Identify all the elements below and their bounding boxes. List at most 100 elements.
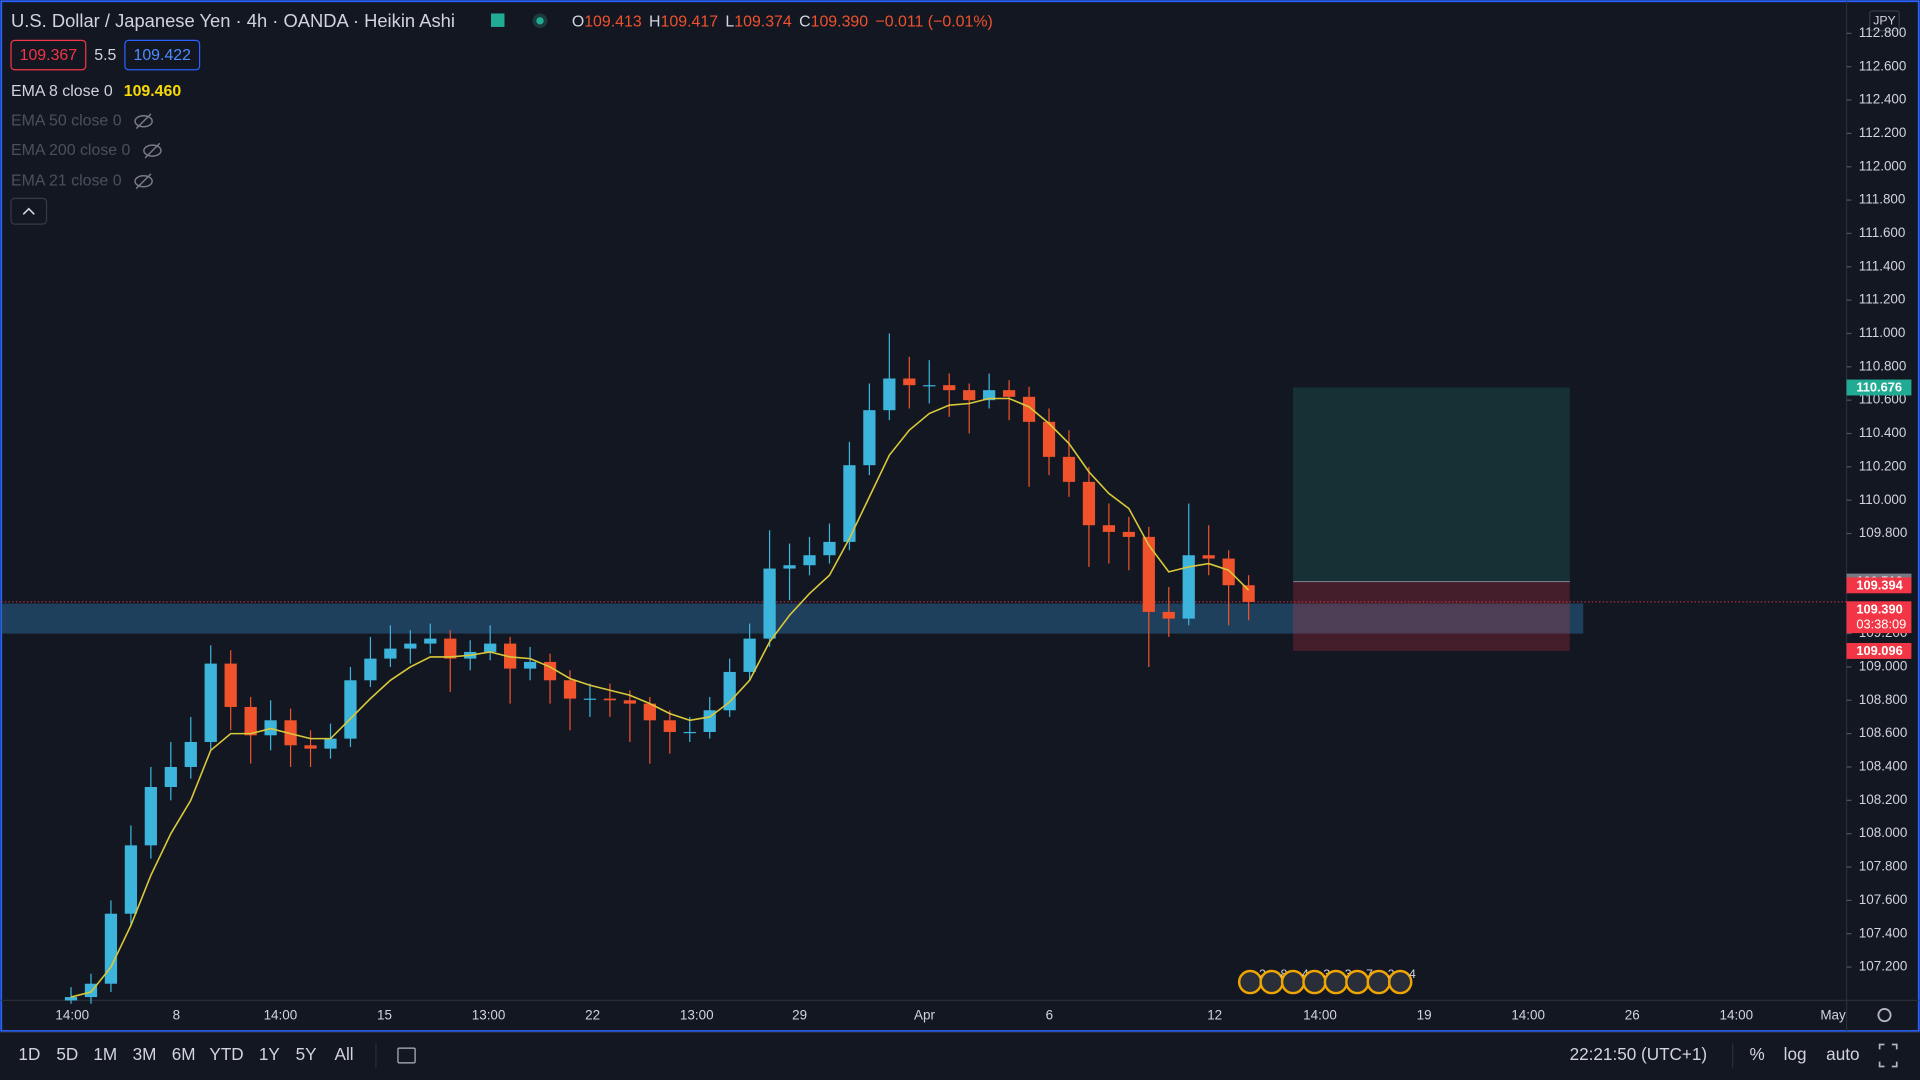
candle-body <box>164 766 177 787</box>
ohlc-key: O <box>572 14 584 31</box>
candle-body <box>1002 390 1016 397</box>
countdown: 03:38:09 <box>1856 617 1906 632</box>
candle-body <box>224 663 237 707</box>
indicator-name[interactable]: EMA 50 close 0 <box>11 112 122 129</box>
candle-body <box>1062 456 1076 482</box>
support-zone <box>1 603 1584 634</box>
candle-body <box>1162 611 1175 619</box>
candle-body <box>504 643 517 669</box>
candle-body <box>843 465 856 542</box>
x-tick-label: 19 <box>1417 1007 1432 1022</box>
indicator-name[interactable]: EMA 8 close 0 <box>11 83 113 100</box>
candle-body <box>763 568 776 639</box>
candle-body <box>1122 531 1135 537</box>
event-icon[interactable] <box>1280 969 1306 995</box>
range-button[interactable]: 6M <box>172 1044 196 1064</box>
status-dot <box>536 17 544 25</box>
ohlc-key: H <box>649 14 661 31</box>
x-tick-label: 22 <box>585 1007 600 1022</box>
candle-body <box>1222 558 1235 586</box>
sell-price[interactable]: 109.367 <box>20 47 78 64</box>
y-tick-label: 111.800 <box>1859 192 1906 207</box>
candle-body <box>184 741 197 767</box>
range-button[interactable]: YTD <box>209 1044 243 1064</box>
event-icon[interactable] <box>1302 969 1327 995</box>
price-label: 109.394 <box>1856 577 1903 592</box>
range-button[interactable]: 1M <box>93 1044 117 1064</box>
candle-body <box>1142 536 1155 612</box>
candle-body <box>1102 525 1116 532</box>
range-button[interactable]: 3M <box>133 1044 157 1064</box>
event-count: 4 <box>1409 967 1416 981</box>
indicator-name[interactable]: EMA 21 close 0 <box>11 172 122 189</box>
x-tick-label: 12 <box>1207 1007 1222 1022</box>
candle-body <box>923 385 936 387</box>
hidden-icon[interactable] <box>134 174 153 188</box>
collapse-button[interactable] <box>10 197 48 225</box>
event-icon[interactable] <box>1387 969 1413 995</box>
y-tick-label: 112.400 <box>1859 92 1907 107</box>
ohlc-value: 109.374 <box>734 14 792 31</box>
scale-option[interactable]: % <box>1750 1044 1765 1064</box>
candle-body <box>863 410 876 466</box>
y-tick-label: 108.200 <box>1859 792 1908 807</box>
candle-body <box>663 720 676 732</box>
candle-body <box>404 643 417 649</box>
y-tick-label: 108.400 <box>1859 759 1908 774</box>
price-label-box <box>1846 601 1912 634</box>
date-range-icon[interactable] <box>397 1047 416 1064</box>
event-icon[interactable] <box>1237 969 1263 995</box>
event-icon[interactable] <box>1323 969 1349 995</box>
y-tick-label: 109.800 <box>1859 525 1908 540</box>
currency: JPY <box>1873 14 1895 28</box>
candle-body <box>144 786 157 846</box>
currency-badge <box>1869 10 1900 32</box>
y-tick-label: 112.800 <box>1859 25 1907 40</box>
hidden-icon[interactable] <box>134 114 153 128</box>
candle-body <box>424 638 437 644</box>
sell-box[interactable] <box>10 39 87 71</box>
settings-icon[interactable] <box>1877 1008 1892 1023</box>
range-button[interactable]: 1D <box>18 1044 40 1064</box>
event-icon[interactable] <box>1259 969 1284 995</box>
x-tick-label: 14:00 <box>1719 1007 1753 1022</box>
range-button[interactable]: All <box>335 1044 354 1064</box>
price-label-box <box>1846 379 1912 396</box>
candle-body <box>943 385 956 391</box>
candle-body <box>304 745 317 749</box>
buy-price[interactable]: 109.422 <box>133 47 191 64</box>
y-tick-label: 108.600 <box>1859 725 1908 740</box>
range-button[interactable]: 1Y <box>259 1044 281 1064</box>
range-button[interactable]: 5D <box>56 1044 78 1064</box>
hidden-icon[interactable] <box>143 144 162 157</box>
candle-body <box>324 738 337 749</box>
buy-box[interactable] <box>124 39 201 71</box>
candle-body <box>384 648 397 659</box>
scale-option[interactable]: log <box>1784 1044 1807 1064</box>
event-icon[interactable] <box>1366 969 1392 995</box>
range-button[interactable]: 5Y <box>296 1044 318 1064</box>
price-label: 109.390 <box>1856 601 1902 616</box>
ohlc-value: 109.390 <box>811 14 869 31</box>
candle-body <box>523 661 537 669</box>
candle-body <box>1242 585 1255 602</box>
indicator-name[interactable]: EMA 200 close 0 <box>11 142 131 159</box>
collapse-icon <box>22 207 35 215</box>
scale-option[interactable]: auto <box>1826 1044 1859 1064</box>
candle-body <box>104 913 118 984</box>
fullscreen-icon[interactable] <box>1878 1043 1898 1068</box>
x-tick-label: 14:00 <box>55 1007 89 1022</box>
hidden-icon-slash <box>144 142 161 159</box>
hidden-icon-slash <box>135 113 152 130</box>
candle-body <box>803 555 816 566</box>
x-tick-label: 26 <box>1625 1007 1640 1022</box>
event-icon[interactable] <box>1345 969 1370 995</box>
candle-body <box>124 845 138 914</box>
flag-icon[interactable] <box>491 13 505 27</box>
price-label: 110.676 <box>1856 379 1902 394</box>
candle-body <box>484 643 497 652</box>
chart-frame <box>0 0 1920 1032</box>
candle-body <box>643 703 656 721</box>
candle-body <box>444 638 457 659</box>
